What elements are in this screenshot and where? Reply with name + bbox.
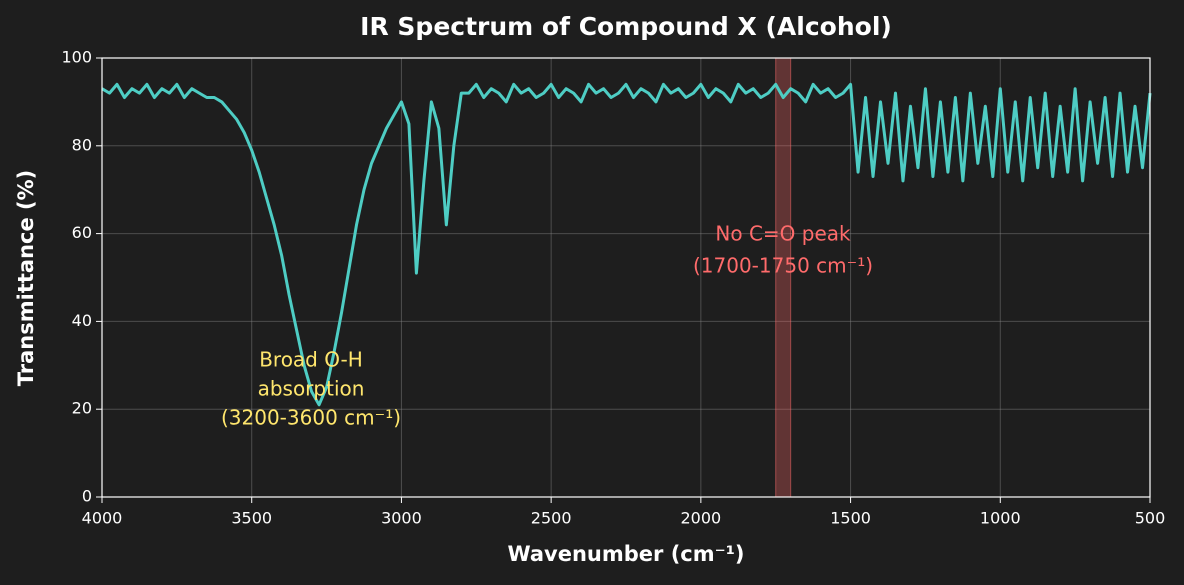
highlight-band (775, 57, 792, 498)
y-axis-label: Transmittance (%) (14, 170, 38, 387)
x-tick-label: 3500 (231, 509, 272, 528)
x-tick-label: 3000 (381, 509, 422, 528)
y-tick-label: 60 (72, 223, 92, 242)
chart-title: IR Spectrum of Compound X (Alcohol) (360, 12, 892, 41)
annotation: (3200-3600 cm⁻¹) (221, 406, 401, 430)
y-tick-label: 20 (72, 399, 92, 418)
x-tick-label: 1500 (830, 509, 871, 528)
spectrum-line (101, 82, 1152, 407)
x-tick-label: 500 (1135, 509, 1166, 528)
y-tick-label: 0 (82, 487, 92, 506)
x-tick-label: 2000 (680, 509, 721, 528)
y-tick-label: 80 (72, 135, 92, 154)
x-axis-label: Wavenumber (cm⁻¹) (507, 542, 744, 566)
annotation: No C=O peak (715, 222, 851, 246)
y-tick-label: 40 (72, 311, 92, 330)
annotation: (1700-1750 cm⁻¹) (693, 254, 873, 278)
y-tick-label: 100 (61, 48, 92, 67)
annotation: absorption (258, 377, 365, 401)
x-tick-label: 2500 (531, 509, 572, 528)
x-tick-label: 4000 (82, 509, 123, 528)
plot-frame (101, 57, 1151, 498)
x-tick-label: 1000 (980, 509, 1021, 528)
annotation: Broad O-H (259, 348, 363, 372)
